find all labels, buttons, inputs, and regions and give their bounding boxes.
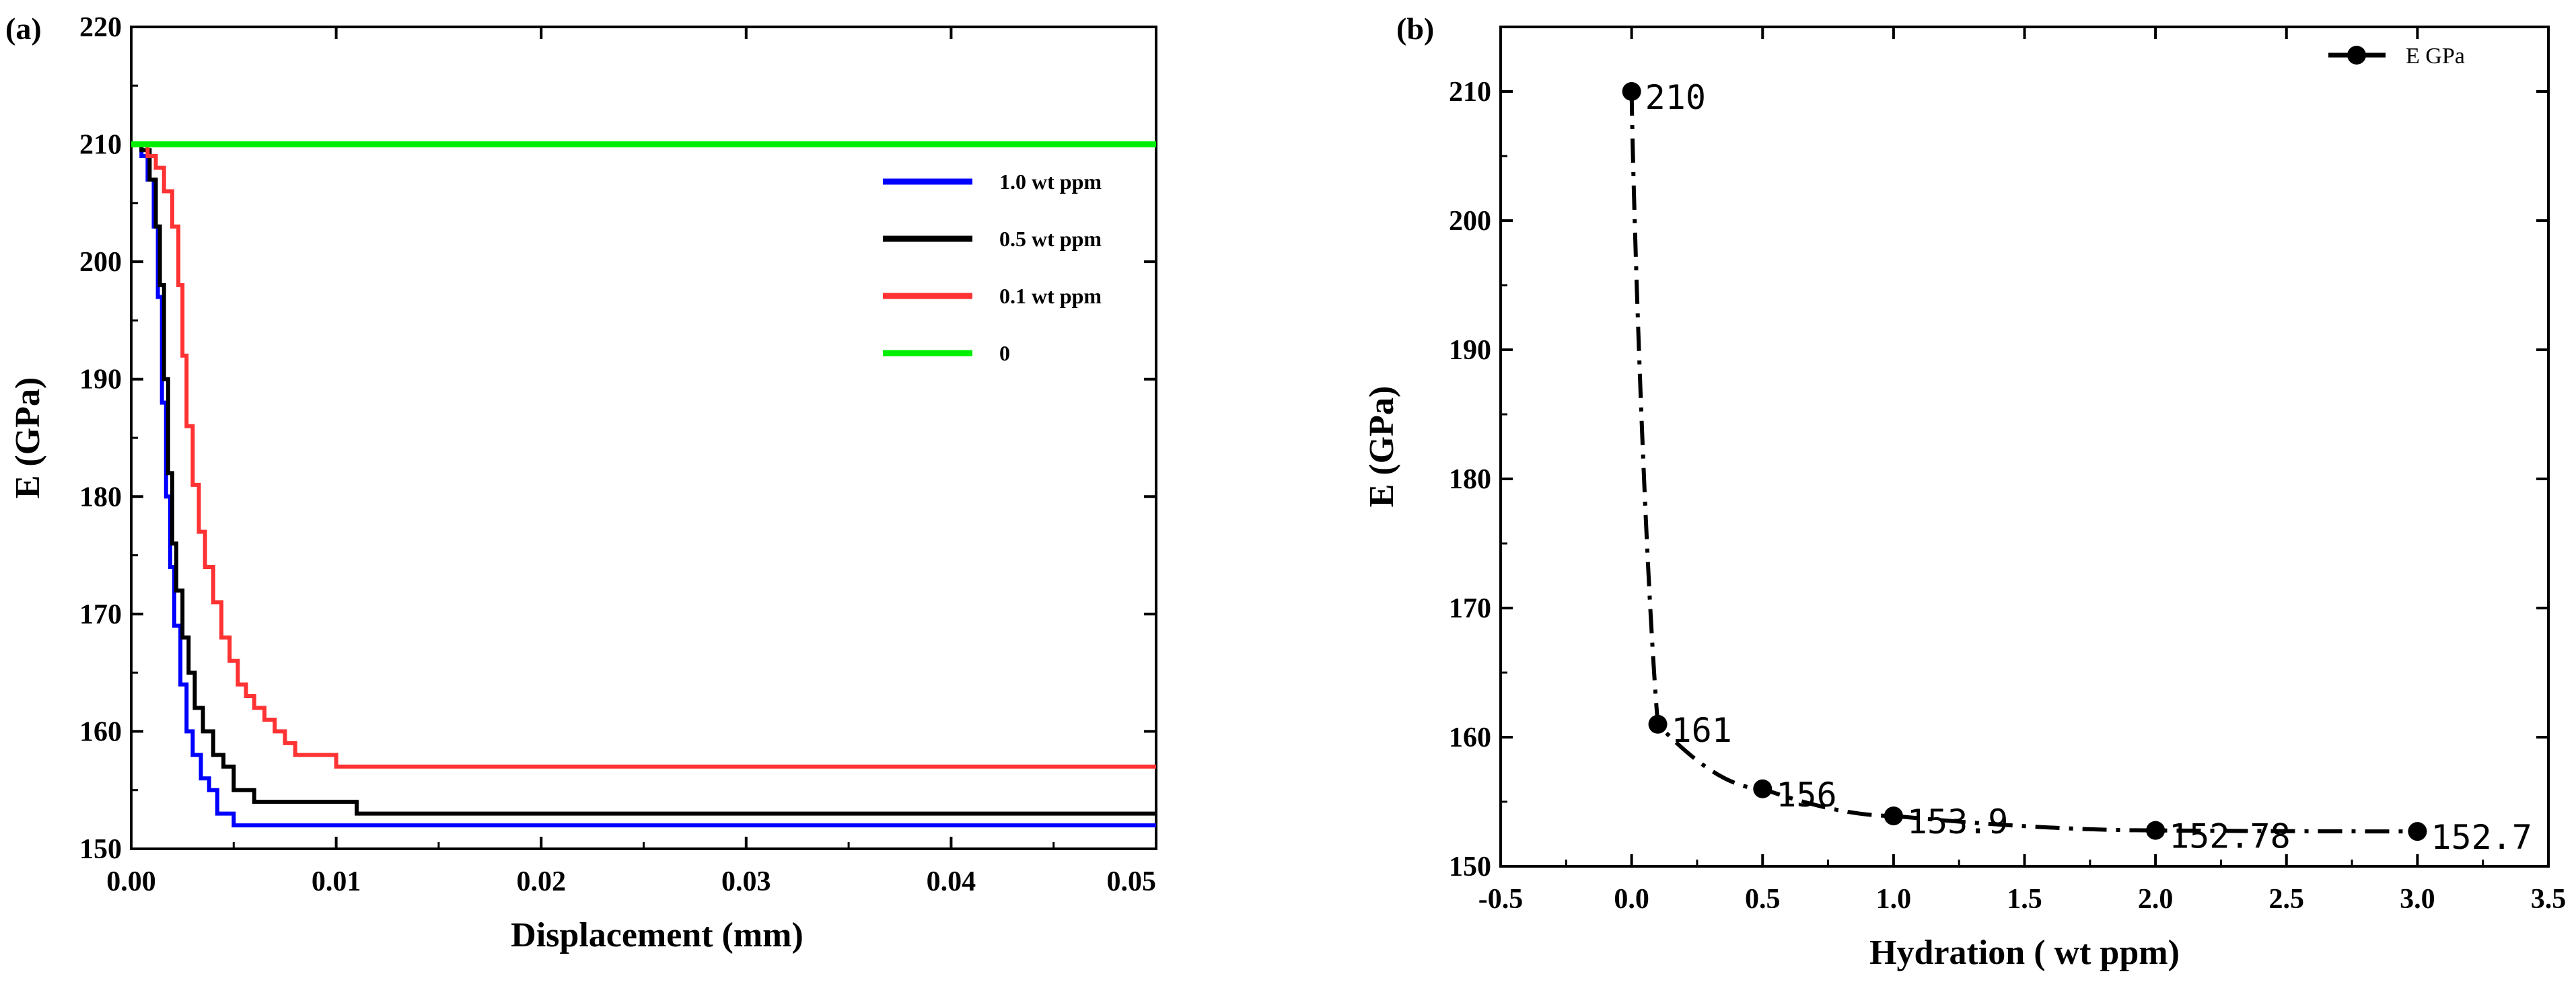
y-tick-label: 190 bbox=[79, 365, 122, 395]
y-axis-title: E (GPa) bbox=[1363, 386, 1401, 508]
panel-label: (b) bbox=[1396, 11, 1434, 46]
x-tick-label: 2.5 bbox=[2269, 884, 2305, 915]
x-tick-label: -0.5 bbox=[1478, 884, 1524, 915]
data-label: 152.7 bbox=[2431, 818, 2532, 857]
data-point bbox=[1884, 806, 1903, 826]
legend-label: 0 bbox=[999, 341, 1010, 365]
y-tick-label: 210 bbox=[1449, 77, 1491, 108]
y-tick-label: 190 bbox=[1449, 335, 1491, 366]
chart-panel-b: (b) -0.5 0.0 0.5 1.0 1.5 2.0 2.5 3.0 3.5 150 160 170… bbox=[1363, 11, 2566, 972]
legend-label: 0.1 wt ppm bbox=[999, 284, 1102, 308]
series-line-E-GPa bbox=[1629, 91, 2418, 834]
y-tick-label: 160 bbox=[1449, 722, 1491, 753]
x-axis-title: Hydration ( wt ppm) bbox=[1869, 934, 2180, 972]
data-label: 156 bbox=[1776, 776, 1836, 815]
y-tick-label: 180 bbox=[79, 482, 122, 513]
legend-label: E GPa bbox=[2406, 44, 2465, 69]
x-tick-label: 0.02 bbox=[516, 866, 566, 897]
series-line-0-1-wt-ppm bbox=[131, 142, 1156, 769]
x-tick-label: 3.5 bbox=[2531, 884, 2567, 915]
y-tick-label: 170 bbox=[1449, 593, 1491, 624]
x-tick-label: 0.00 bbox=[106, 866, 156, 897]
y-tick-label: 150 bbox=[1449, 852, 1491, 882]
legend: E GPa bbox=[2328, 44, 2465, 69]
x-tick-label: 0.05 bbox=[1107, 866, 1157, 897]
y-tick-label: 200 bbox=[1449, 206, 1491, 237]
legend-label: 0.5 wt ppm bbox=[999, 227, 1102, 251]
y-tick-label: 160 bbox=[79, 716, 122, 747]
data-point bbox=[1622, 82, 1641, 101]
y-tick-label: 180 bbox=[1449, 464, 1491, 495]
data-point bbox=[2146, 821, 2166, 840]
legend: 1.0 wt ppm 0.5 wt ppm 0.1 wt ppm 0 bbox=[883, 169, 1102, 365]
y-tick-label: 220 bbox=[79, 12, 122, 43]
data-point bbox=[1648, 714, 1668, 734]
y-tick-label: 170 bbox=[79, 599, 122, 630]
data-point bbox=[1753, 779, 1773, 798]
x-tick-label: 0.04 bbox=[927, 866, 976, 897]
x-axis-title: Displacement (mm) bbox=[511, 916, 803, 954]
legend-label: 1.0 wt ppm bbox=[999, 169, 1102, 194]
data-point bbox=[2408, 822, 2427, 841]
x-tick-label: 2.0 bbox=[2138, 884, 2174, 915]
y-tick-label: 200 bbox=[79, 247, 122, 278]
x-tick-label: 0.5 bbox=[1745, 884, 1781, 915]
y-tick-label: 210 bbox=[79, 130, 122, 161]
series-line-1-0-wt-ppm bbox=[131, 142, 1156, 828]
y-tick-label: 150 bbox=[79, 834, 122, 865]
y-axis-title: E (GPa) bbox=[9, 377, 47, 499]
plot-frame bbox=[130, 26, 1157, 850]
x-tick-label: 1.5 bbox=[2007, 884, 2042, 915]
legend-marker bbox=[2347, 46, 2366, 65]
data-label: 153.9 bbox=[1907, 802, 2009, 841]
data-label: 161 bbox=[1672, 711, 1732, 750]
panel-label: (a) bbox=[5, 11, 42, 46]
data-label: 152.78 bbox=[2169, 817, 2291, 856]
x-tick-label: 0.0 bbox=[1614, 884, 1649, 915]
plot-frame bbox=[1499, 26, 2550, 868]
data-label: 210 bbox=[1645, 78, 1706, 117]
x-tick-label: 3.0 bbox=[2400, 884, 2435, 915]
x-tick-label: 1.0 bbox=[1876, 884, 1912, 915]
x-tick-label: 0.03 bbox=[721, 866, 771, 897]
series-line-0-5-wt-ppm bbox=[131, 142, 1156, 816]
x-tick-label: 0.01 bbox=[312, 866, 361, 897]
chart-panel-a: (a) 0.00 0.01 0.02 0.03 0.04 0.05 150 160 170 180 1… bbox=[5, 11, 1157, 954]
